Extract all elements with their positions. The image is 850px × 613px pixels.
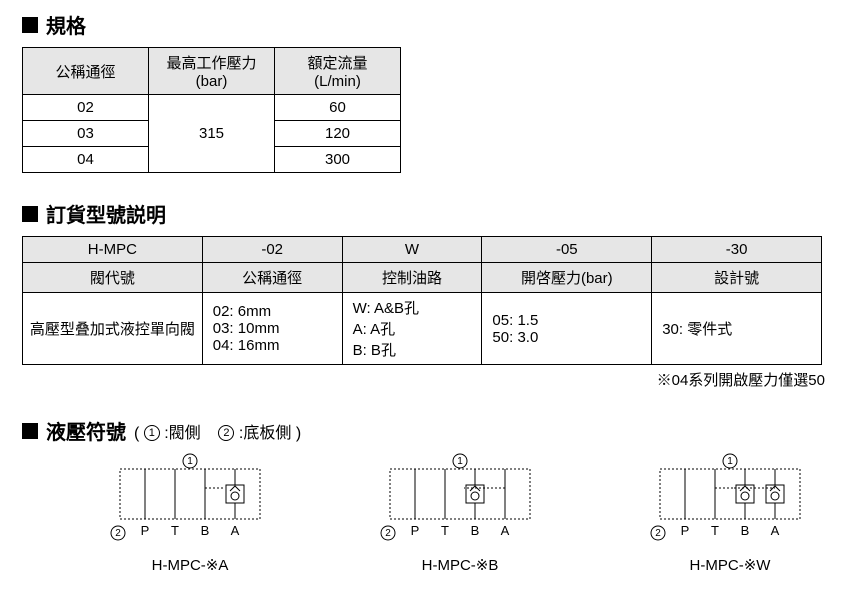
square-bullet [22,206,38,222]
spec-title: 規格 [46,10,86,39]
order-c-2: W: A&B孔A: A孔B: B孔 [342,293,482,365]
spec-col-2: 額定流量(L/min) [275,48,401,95]
symbol-label: H-MPC-※A [110,556,270,574]
symbol-title: 液壓符號 [46,416,126,445]
spec-r2c2: 300 [275,147,401,173]
order-h-4: 設計號 [652,263,822,293]
svg-text:A: A [231,523,240,538]
svg-text:1: 1 [187,456,193,467]
order-c-3: 05: 1.550: 3.0 [482,293,652,365]
spec-merged-pressure: 315 [149,95,275,173]
symbol-sub: ( 1 :閥側 2 :底板側 ) [134,419,301,443]
svg-text:2: 2 [655,528,661,539]
svg-text:T: T [441,523,449,538]
order-h-3: 開啓壓力(bar) [482,263,652,293]
order-note: ※04系列開啟壓力僅選50 [20,369,825,390]
svg-text:A: A [771,523,780,538]
spec-table: 公稱通徑 最高工作壓力(bar) 額定流量(L/min) 02 315 60 0… [22,47,401,173]
spec-r1c2: 120 [275,121,401,147]
order-h-2: 控制油路 [342,263,482,293]
svg-text:T: T [171,523,179,538]
marker-1-icon: 1 [144,425,160,441]
svg-text:1: 1 [457,456,463,467]
square-bullet [22,423,38,439]
svg-text:P: P [411,523,420,538]
order-c-0: 高壓型叠加式液控單向閥 [23,293,203,365]
spec-r0c0: 02 [23,95,149,121]
spec-r2c0: 04 [23,147,149,173]
svg-text:2: 2 [385,528,391,539]
svg-text:2: 2 [115,528,121,539]
symbol-H-MPC-※W: 1 2 P T B A H-MPC-※W [650,453,810,574]
svg-text:1: 1 [727,456,733,467]
section-header-order: 訂貨型號説明 [20,199,830,228]
order-table: H-MPC-02W-05-30 閥代號公稱通徑控制油路開啓壓力(bar)設計號高壓… [22,236,822,365]
order-h-3: -05 [482,237,652,263]
svg-text:B: B [471,523,480,538]
hydraulic-symbol-svg: 1 2 P T B A [110,453,270,549]
spec-r0c2: 60 [275,95,401,121]
order-h-0: H-MPC [23,237,203,263]
order-h-1: 公稱通徑 [202,263,342,293]
svg-text:P: P [141,523,150,538]
section-header-symbol: 液壓符號 ( 1 :閥側 2 :底板側 ) [20,416,830,445]
order-h-4: -30 [652,237,822,263]
svg-text:P: P [681,523,690,538]
hydraulic-symbol-svg: 1 2 P T B A [650,453,810,549]
symbol-label: H-MPC-※W [650,556,810,574]
svg-text:B: B [201,523,210,538]
svg-text:A: A [501,523,510,538]
section-header-spec: 規格 [20,10,830,39]
spec-col-0: 公稱通徑 [23,48,149,95]
svg-text:T: T [711,523,719,538]
symbol-row: 1 2 P T B A H-MPC-※A 1 2 P T B A H-MPC-※B 1 2 P T B A H-MPC-… [110,453,830,574]
marker-2-icon: 2 [218,425,234,441]
symbol-H-MPC-※B: 1 2 P T B A H-MPC-※B [380,453,540,574]
svg-text:B: B [741,523,750,538]
symbol-H-MPC-※A: 1 2 P T B A H-MPC-※A [110,453,270,574]
order-title: 訂貨型號説明 [46,199,166,228]
order-c-4: 30: 零件式 [652,293,822,365]
spec-col-1: 最高工作壓力(bar) [149,48,275,95]
hydraulic-symbol-svg: 1 2 P T B A [380,453,540,549]
symbol-label: H-MPC-※B [380,556,540,574]
square-bullet [22,17,38,33]
spec-r1c0: 03 [23,121,149,147]
order-h-2: W [342,237,482,263]
order-h-0: 閥代號 [23,263,203,293]
order-c-1: 02: 6mm03: 10mm04: 16mm [202,293,342,365]
order-h-1: -02 [202,237,342,263]
